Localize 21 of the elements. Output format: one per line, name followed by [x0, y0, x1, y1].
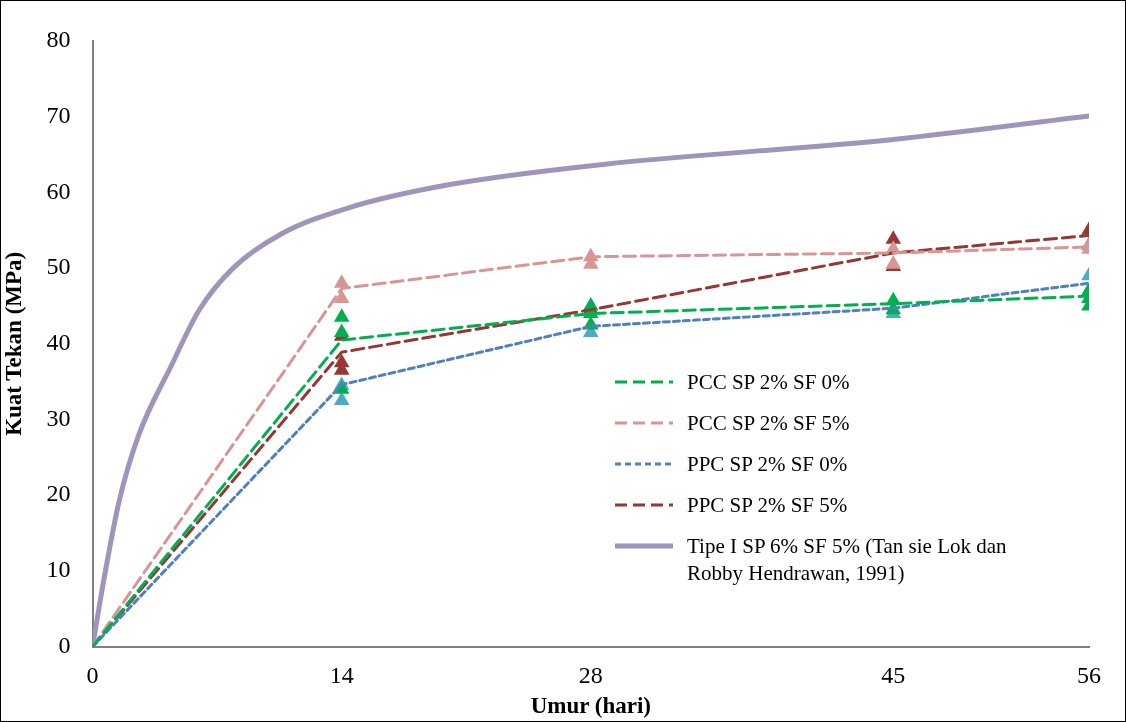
y-tick-label: 30 [46, 404, 71, 431]
legend-label: PCC SP 2% SF 5% [687, 410, 851, 437]
x-tick-label: 14 [329, 662, 354, 689]
y-tick-label: 50 [46, 253, 71, 280]
legend-label: PCC SP 2% SF 0% [687, 369, 851, 396]
x-tick-label: 0 [86, 662, 99, 689]
x-tick-label: 56 [1077, 662, 1101, 689]
legend-label: PPC SP 2% SF 5% [687, 492, 849, 519]
x-axis-title: Umur (hari) [530, 693, 651, 719]
y-tick-label: 80 [46, 26, 71, 53]
x-tick-label: 28 [578, 662, 603, 689]
y-tick-label: 20 [46, 480, 71, 507]
legend-label: Tipe I SP 6% SF 5% (Tan sie Lok dan Robby Hendrawan, 1991) [687, 533, 1008, 587]
y-tick-label: 40 [46, 329, 71, 356]
y-tick-label: 70 [46, 102, 71, 128]
y-axis-title: Kuat Tekan (MPa) [0, 251, 26, 436]
y-tick-label: 10 [46, 556, 71, 583]
legend-label: PPC SP 2% SF 0% [687, 451, 849, 478]
y-tick-label: 60 [46, 177, 71, 204]
x-tick-label: 45 [881, 662, 906, 689]
y-tick-label: 0 [58, 631, 71, 658]
